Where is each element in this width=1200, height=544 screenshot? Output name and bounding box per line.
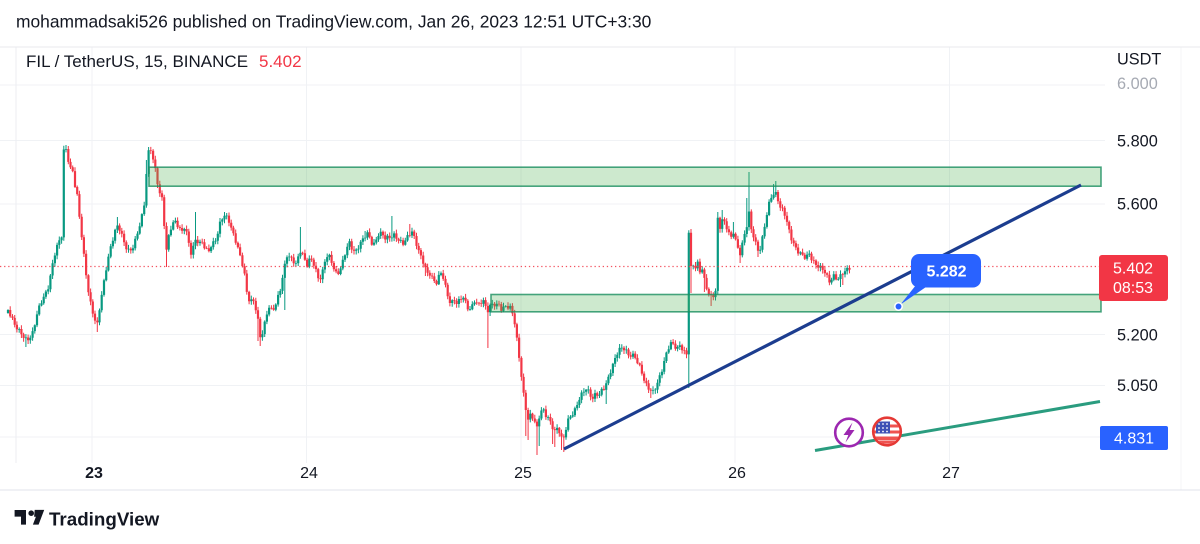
svg-text:26: 26 bbox=[728, 465, 746, 482]
svg-text:mohammadsaki526 published on T: mohammadsaki526 published on TradingView… bbox=[16, 12, 651, 32]
svg-text:25: 25 bbox=[514, 465, 532, 482]
svg-text:TradingView: TradingView bbox=[49, 509, 160, 530]
svg-text:23: 23 bbox=[85, 465, 103, 482]
svg-text:5.402: 5.402 bbox=[259, 52, 302, 71]
svg-text:5.050: 5.050 bbox=[1117, 377, 1158, 395]
svg-text:6.000: 6.000 bbox=[1117, 75, 1158, 93]
svg-text:USDT: USDT bbox=[1117, 51, 1161, 69]
svg-text:5.800: 5.800 bbox=[1117, 133, 1158, 151]
svg-text:5.200: 5.200 bbox=[1117, 327, 1158, 345]
svg-text:27: 27 bbox=[942, 465, 960, 482]
svg-text:4.831: 4.831 bbox=[1114, 431, 1154, 448]
svg-text:24: 24 bbox=[300, 465, 318, 482]
svg-text:08:53: 08:53 bbox=[1113, 280, 1153, 297]
svg-text:5.600: 5.600 bbox=[1117, 196, 1158, 214]
svg-text:5.402: 5.402 bbox=[1113, 261, 1153, 278]
svg-text:5.282: 5.282 bbox=[926, 264, 966, 281]
svg-text:FIL / TetherUS, 15, BINANCE: FIL / TetherUS, 15, BINANCE bbox=[26, 52, 248, 71]
